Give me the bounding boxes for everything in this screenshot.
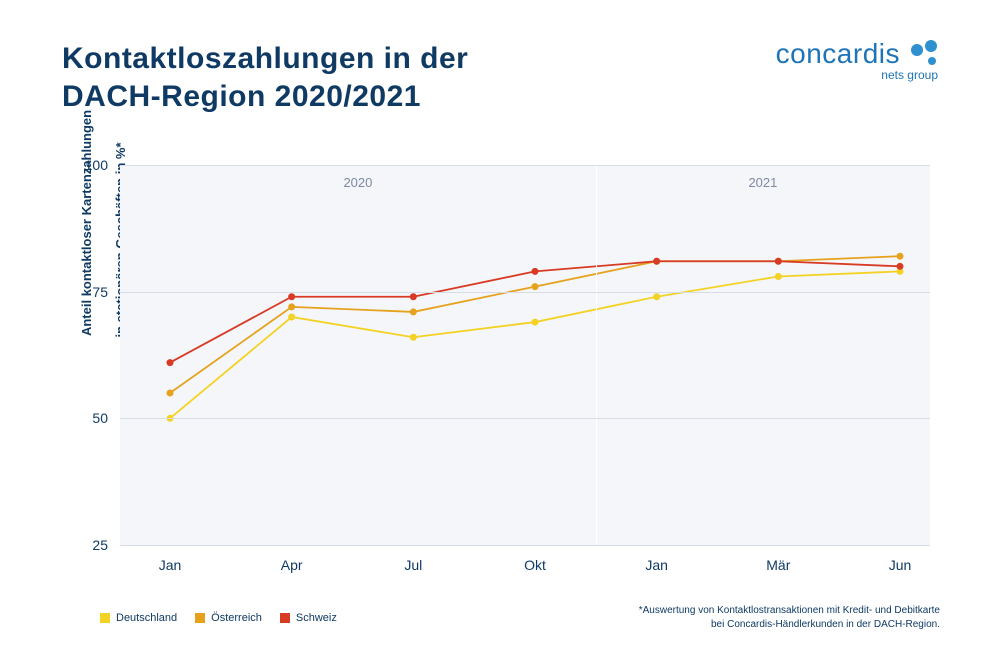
series-marker bbox=[653, 258, 660, 265]
page-title: Kontaktloszahlungen in der DACH-Region 2… bbox=[62, 40, 468, 115]
x-tick-label: Jun bbox=[889, 557, 912, 573]
legend-swatch bbox=[195, 613, 205, 623]
chart-gridline bbox=[120, 545, 930, 546]
series-marker bbox=[532, 283, 539, 290]
chart-section-divider bbox=[596, 165, 597, 545]
legend-item: Deutschland bbox=[100, 612, 177, 624]
chart-lines-svg bbox=[120, 165, 930, 545]
legend-item: Österreich bbox=[195, 612, 262, 624]
series-marker bbox=[410, 334, 417, 341]
x-tick-label: Jan bbox=[159, 557, 182, 573]
series-marker bbox=[410, 293, 417, 300]
footnote: *Auswertung von Kontaktlostransaktionen … bbox=[639, 604, 940, 632]
legend-label: Schweiz bbox=[296, 612, 337, 624]
legend-item: Schweiz bbox=[280, 612, 337, 624]
series-marker bbox=[288, 293, 295, 300]
y-tick-label: 75 bbox=[92, 284, 108, 300]
series-marker bbox=[532, 319, 539, 326]
series-marker bbox=[775, 273, 782, 280]
series-marker bbox=[897, 263, 904, 270]
logo-dots-icon bbox=[908, 38, 940, 70]
chart-section-label: 2021 bbox=[748, 175, 777, 190]
x-tick-label: Jul bbox=[404, 557, 422, 573]
series-marker bbox=[775, 258, 782, 265]
chart-plot-area: 20202021255075100JanAprJulOktJanMärJun bbox=[120, 165, 930, 545]
series-marker bbox=[167, 390, 174, 397]
page: Kontaktloszahlungen in der DACH-Region 2… bbox=[0, 0, 990, 660]
brand-logo: concardis nets group bbox=[776, 38, 940, 82]
legend-label: Deutschland bbox=[116, 612, 177, 624]
x-tick-label: Apr bbox=[281, 557, 303, 573]
series-marker bbox=[288, 314, 295, 321]
series-marker bbox=[288, 303, 295, 310]
series-line bbox=[170, 271, 900, 418]
chart-section-label: 2020 bbox=[343, 175, 372, 190]
title-line1: Kontaktloszahlungen in der bbox=[62, 42, 468, 75]
y-tick-label: 100 bbox=[85, 157, 108, 173]
series-marker bbox=[410, 308, 417, 315]
chart-gridline bbox=[120, 292, 930, 293]
legend-swatch bbox=[280, 613, 290, 623]
chart-legend: Deutschland Österreich Schweiz bbox=[100, 612, 337, 624]
logo-subtext: nets group bbox=[776, 68, 938, 82]
x-tick-label: Jan bbox=[645, 557, 668, 573]
y-tick-label: 50 bbox=[92, 410, 108, 426]
y-tick-label: 25 bbox=[92, 537, 108, 553]
title-line2: DACH-Region 2020/2021 bbox=[62, 80, 421, 113]
chart-gridline bbox=[120, 418, 930, 419]
logo-text: concardis bbox=[776, 38, 900, 70]
series-marker bbox=[653, 293, 660, 300]
series-marker bbox=[167, 359, 174, 366]
legend-swatch bbox=[100, 613, 110, 623]
series-marker bbox=[532, 268, 539, 275]
x-tick-label: Okt bbox=[524, 557, 546, 573]
x-tick-label: Mär bbox=[766, 557, 790, 573]
series-marker bbox=[897, 253, 904, 260]
legend-label: Österreich bbox=[211, 612, 262, 624]
chart-gridline bbox=[120, 165, 930, 166]
